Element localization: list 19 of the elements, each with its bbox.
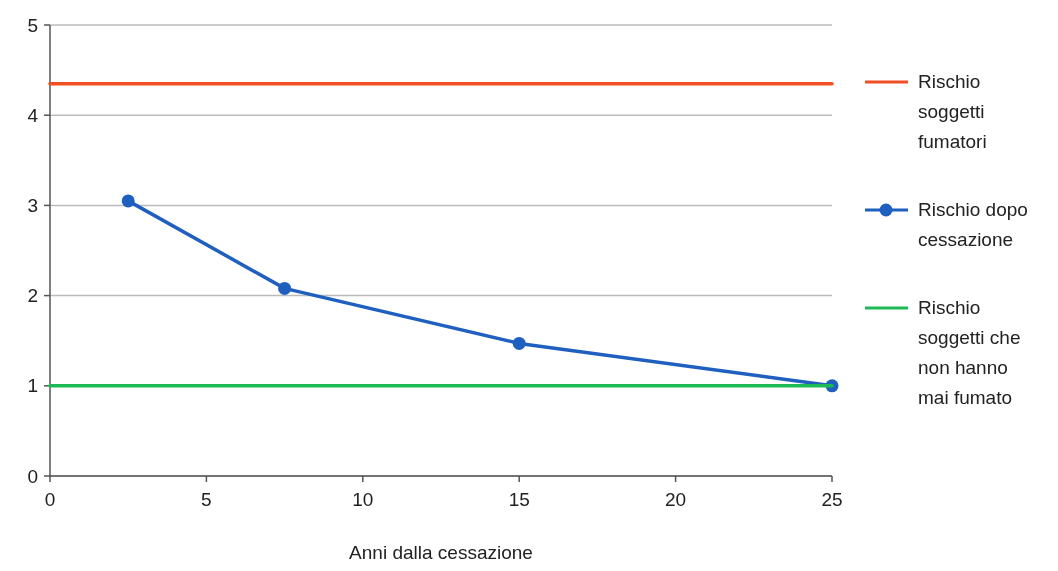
point <box>278 281 292 295</box>
y-tick-label: 1 <box>27 375 38 397</box>
x-tick-label: 15 <box>508 489 530 510</box>
y-tick-label: 5 <box>27 14 38 36</box>
legend-label: Rischio soggetti che non hanno mai fumato <box>918 297 1021 408</box>
legend-label: Rischio soggetti fumatori <box>918 71 987 152</box>
x-axis-title: Anni dalla cessazione <box>349 542 533 563</box>
x-tick-label: 5 <box>201 489 212 510</box>
x-tick-label: 0 <box>44 489 56 510</box>
y-tick-label: 4 <box>27 104 39 126</box>
legend-label: Rischio dopo cessazione <box>918 199 1028 250</box>
point <box>121 194 135 208</box>
x-tick-label: 20 <box>665 489 687 510</box>
y-tick-label: 0 <box>27 465 38 487</box>
y-tick-label: 2 <box>27 285 38 307</box>
point <box>512 336 526 350</box>
x-tick-label: 10 <box>352 489 374 510</box>
y-tick-label: 3 <box>27 195 38 217</box>
x-tick-label: 25 <box>821 489 843 510</box>
